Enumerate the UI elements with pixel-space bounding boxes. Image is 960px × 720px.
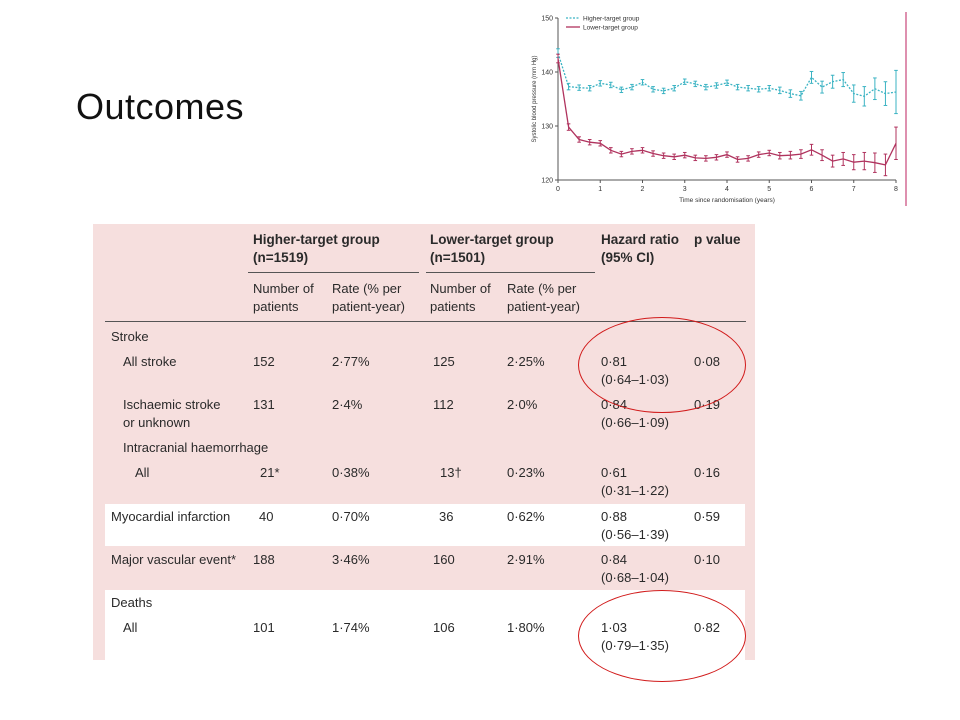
row-label-ischaemic-1: Ischaemic stroke [123,397,221,412]
x-axis-label: Time since randomisation (years) [679,197,775,204]
cell-hazard: 0·88 [601,509,628,524]
cell-value: 0·70% [332,509,370,524]
cell-p: 0·10 [694,552,721,567]
y-tick-label: 140 [541,70,553,77]
hdr-num1-b: Number of [430,281,491,296]
series-line-higher [557,52,897,98]
hdr-rate2-b: patient-year) [507,299,580,314]
cell-ci: (0·66–1·09) [601,415,669,430]
hdr-num2-a: patients [253,299,299,314]
highlight-circle-stroke [578,317,746,413]
table-panel [93,224,755,660]
x-tick-label: 0 [556,186,560,193]
y-tick-label: 120 [541,178,553,185]
row-label-ich: Intracranial haemorrhage [123,440,269,455]
row-band-mi [105,504,745,546]
cell-value: 21* [260,465,280,480]
cell-value: 106 [433,620,455,635]
cell-value: 40 [259,509,274,524]
y-tick-label: 130 [541,124,553,131]
series-line-lower [557,58,897,166]
x-tick-label: 5 [767,186,771,193]
legend-label: Higher-target group [583,15,640,22]
cell-value: 2·25% [507,354,545,369]
cell-value: 36 [439,509,454,524]
hdr-hazard: Hazard ratio [601,232,680,247]
hdr-higher-n: (n=1519) [253,250,309,265]
hdr-lower: Lower-target group [430,232,554,247]
legend-label: Lower-target group [583,24,638,31]
cell-value: 112 [433,397,454,412]
cell-value: 2·0% [507,397,538,412]
hdr-rate2-a: patient-year) [332,299,405,314]
row-label-all-stroke: All stroke [123,354,177,369]
cell-value: 188 [253,552,275,567]
cell-p: 0·16 [694,465,721,480]
x-tick-label: 1 [598,186,602,193]
row-label-deaths-all: All [123,620,138,635]
x-tick-label: 4 [725,186,729,193]
header-rule-lower [426,272,595,273]
hdr-hazard-ci: (95% CI) [601,250,655,265]
slide-title: Outcomes [76,86,245,127]
cell-p: 0·59 [694,509,721,524]
row-label-ischaemic-2: or unknown [123,415,191,430]
cell-value: 160 [433,552,455,567]
x-tick-label: 3 [683,186,687,193]
hdr-num1-a: Number of [253,281,314,296]
cell-ci: (0·68–1·04) [601,570,669,585]
row-label-ich-all: All [135,465,150,480]
cell-value: 1·74% [332,620,370,635]
cell-value: 101 [253,620,275,635]
section-stroke: Stroke [111,329,149,344]
cell-value: 2·77% [332,354,370,369]
highlight-circle-deaths [578,590,746,682]
cell-ci: (0·56–1·39) [601,527,669,542]
header-bottom-rule [105,321,746,322]
hdr-higher: Higher-target group [253,232,380,247]
hdr-num2-b: patients [430,299,476,314]
header-rule-higher [248,272,419,273]
cell-value: 0·23% [507,465,545,480]
hdr-lower-n: (n=1501) [430,250,486,265]
hdr-p: p value [694,232,741,247]
cell-value: 125 [433,354,455,369]
hdr-rate1-b: Rate (% per [507,281,577,296]
cell-ci: (0·31–1·22) [601,483,669,498]
cell-value: 2·4% [332,397,363,412]
x-tick-label: 8 [894,186,898,193]
cell-value: 13† [440,465,462,480]
cell-value: 3·46% [332,552,370,567]
cell-value: 2·91% [507,552,545,567]
cell-value: 1·80% [507,620,545,635]
x-tick-label: 2 [641,186,645,193]
cell-value: 0·38% [332,465,370,480]
section-deaths: Deaths [111,595,153,610]
row-label-mve: Major vascular event* [111,552,236,567]
y-tick-label: 150 [541,16,553,23]
chart-svg: 120 130 140 150 0 1 2 3 4 5 6 7 8 Time since randomis… [532,12,907,206]
row-label-mi: Myocardial infarction [111,509,231,524]
cell-hazard: 0·84 [601,552,628,567]
hdr-rate1-a: Rate (% per [332,281,402,296]
cell-value: 131 [253,397,275,412]
cell-hazard: 0·61 [601,465,628,480]
x-tick-label: 6 [810,186,814,193]
x-tick-label: 7 [852,186,856,193]
y-axis-label: Systolic blood pressure (mm Hg) [532,55,538,142]
cell-value: 152 [253,354,275,369]
blood-pressure-chart: 120 130 140 150 0 1 2 3 4 5 6 7 8 Time since randomis… [518,8,910,208]
cell-value: 0·62% [507,509,545,524]
